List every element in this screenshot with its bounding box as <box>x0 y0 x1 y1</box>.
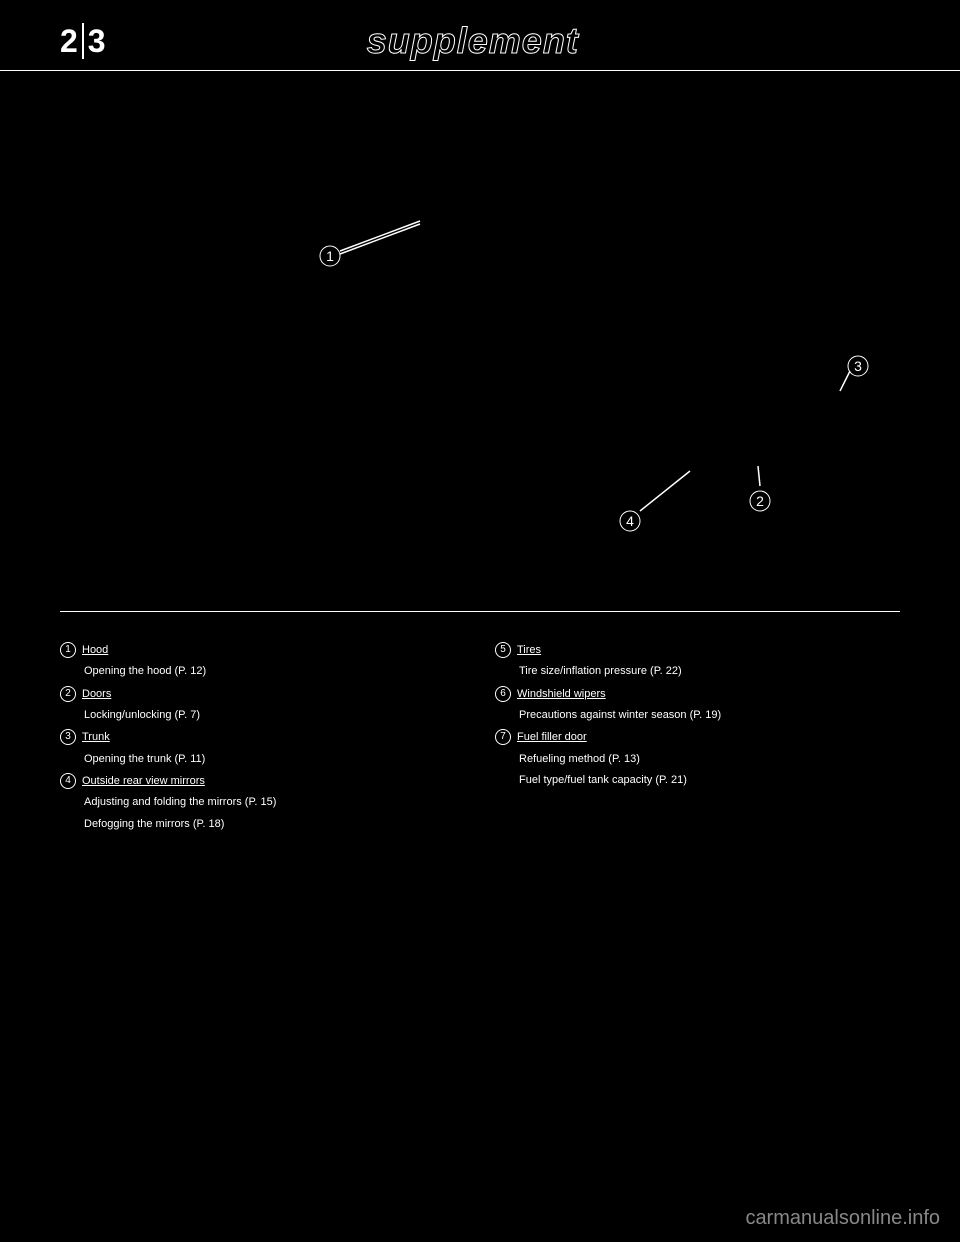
legend-number-icon: 4 <box>60 773 76 789</box>
legend-item: Refueling method (P. 13) <box>495 752 900 767</box>
diagram-label-1: 1 <box>326 248 334 264</box>
legend-text: Fuel filler door <box>517 731 587 743</box>
legend-number-icon: 1 <box>60 642 76 658</box>
page-header: 2 3 supplement <box>0 0 960 71</box>
legend-item: 5 Tires <box>495 642 900 658</box>
legend-number-icon: 2 <box>60 686 76 702</box>
legend-item: Fuel type/fuel tank capacity (P. 21) <box>495 773 900 788</box>
legend-item: Tire size/inflation pressure (P. 22) <box>495 664 900 679</box>
legend-item: Precautions against winter season (P. 19… <box>495 708 900 723</box>
header-title: supplement <box>106 20 840 62</box>
legend-item: Defogging the mirrors (P. 18) <box>60 817 465 832</box>
legend-columns: 1 Hood Opening the hood (P. 12) 2 Doors Locki… <box>0 612 960 838</box>
legend-text: Tires <box>517 644 541 656</box>
legend-number-icon: 7 <box>495 729 511 745</box>
legend-number-icon: 3 <box>60 729 76 745</box>
page-num-right: 3 <box>88 23 106 60</box>
legend-item: 3 Trunk <box>60 729 465 745</box>
legend-item: 7 Fuel filler door <box>495 729 900 745</box>
legend-left-column: 1 Hood Opening the hood (P. 12) 2 Doors Locki… <box>60 642 465 838</box>
diagram-label-4: 4 <box>626 513 634 529</box>
legend-text: Trunk <box>82 731 110 743</box>
page-number-box: 2 3 <box>60 23 106 60</box>
legend-text: Windshield wipers <box>517 688 606 700</box>
watermark: carmanualsonline.info <box>745 1207 940 1230</box>
legend-right-column: 5 Tires Tire size/inflation pressure (P. 2… <box>495 642 900 838</box>
page-num-left: 2 <box>60 23 78 60</box>
legend-item: Locking/unlocking (P. 7) <box>60 708 465 723</box>
legend-item: 1 Hood <box>60 642 465 658</box>
diagram-label-2: 2 <box>756 493 764 509</box>
legend-text: Outside rear view mirrors <box>82 775 205 787</box>
legend-text: Hood <box>82 644 108 656</box>
page-num-divider <box>82 23 84 59</box>
legend-text: Doors <box>82 688 111 700</box>
legend-item: Opening the trunk (P. 11) <box>60 752 465 767</box>
vehicle-svg: 1 2 3 4 <box>0 71 960 611</box>
legend-item: 4 Outside rear view mirrors <box>60 773 465 789</box>
legend-item: 2 Doors <box>60 686 465 702</box>
legend-item: Opening the hood (P. 12) <box>60 664 465 679</box>
legend-number-icon: 5 <box>495 642 511 658</box>
legend-number-icon: 6 <box>495 686 511 702</box>
vehicle-diagram: 1 2 3 4 <box>0 71 960 611</box>
legend-item: Adjusting and folding the mirrors (P. 15… <box>60 795 465 810</box>
legend-item: 6 Windshield wipers <box>495 686 900 702</box>
diagram-label-3: 3 <box>854 358 862 374</box>
